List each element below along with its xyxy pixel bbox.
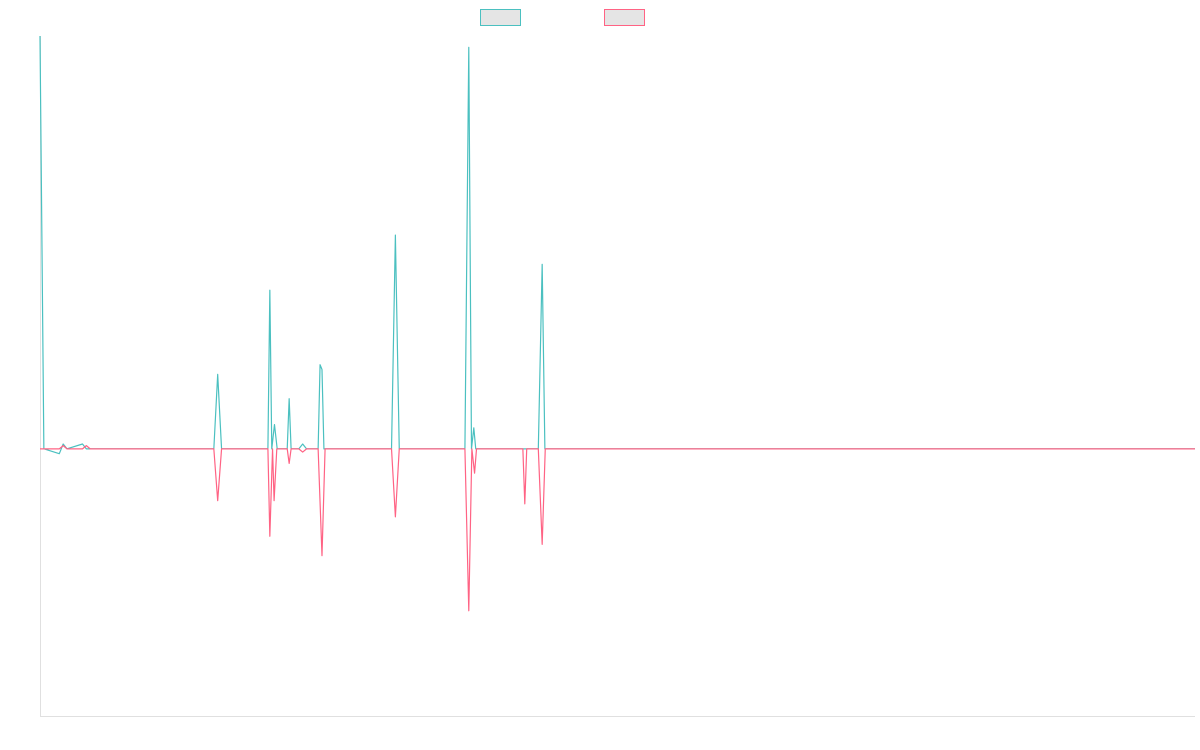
plot-area: [39, 35, 1195, 612]
legend-swatch-2: [604, 9, 645, 26]
legend: [480, 9, 645, 26]
legend-swatch-1: [480, 9, 521, 26]
series-line-1: [39, 35, 1195, 455]
axes: [40, 36, 1195, 717]
series-line-2: [40, 445, 1195, 612]
